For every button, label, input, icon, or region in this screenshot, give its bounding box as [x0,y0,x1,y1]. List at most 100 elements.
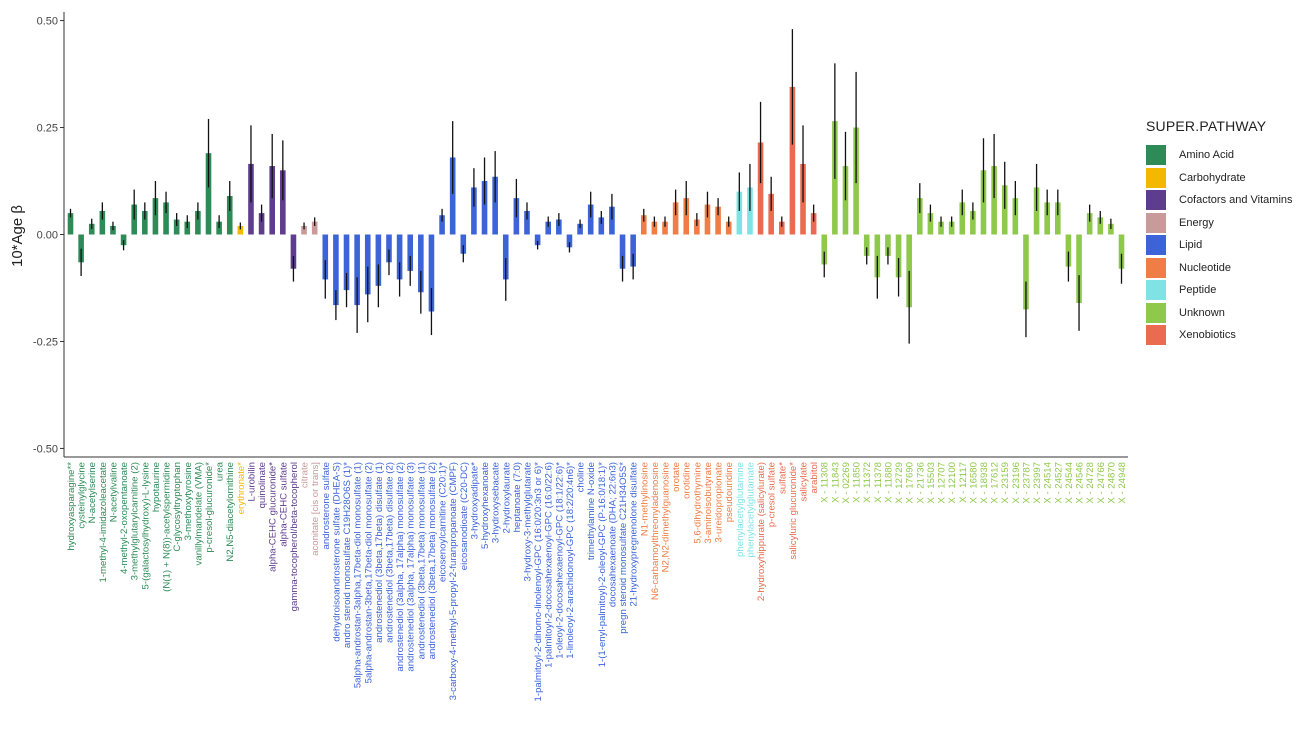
bar [927,213,934,235]
bar [301,225,307,235]
legend-label: Energy [1179,216,1214,229]
legend-label: Cofactors and Vitamins [1179,194,1293,207]
bar [885,234,891,256]
legend-swatch [1146,302,1166,323]
bar [152,198,159,235]
x-tick-label: X - 23787 [1021,462,1032,504]
x-tick-label: phenylacetylglutamate [745,462,756,557]
bar [407,234,414,271]
x-tick-label: X - 12707 [937,462,948,504]
x-tick-label: X - 12100 [947,462,958,504]
y-tick-label: 0.00 [37,230,58,242]
x-tick-label: 1-palmitoyl-2-docosahexaenoyl-GPC (16:0/… [544,462,555,668]
bar [991,166,997,235]
bar [577,223,583,235]
y-tick-label: -0.50 [33,443,58,455]
legend-swatch [1146,145,1166,166]
bar [524,210,530,235]
x-tick-label: p-cresol sulfate [767,462,778,527]
x-tick-label: docosahexaenoate (DHA; 22:6n3) [607,462,618,607]
x-tick-label: choline [576,462,587,492]
x-tick-label: X - 23997 [1032,462,1043,504]
bar [322,234,329,280]
x-tick-label: salicylate [799,462,810,501]
x-tick-label: X - 11378 [873,462,884,503]
legend-item: Unknown [1146,302,1293,325]
bar [311,221,318,235]
legend-item: Nucleotide [1146,257,1293,280]
x-tick-label: (N(1) + N(8))-acetylspermidine [162,462,173,592]
bar [916,198,923,235]
bar [1044,202,1050,235]
x-tick-label: 5alpha-androstan-3beta,17beta-diol monos… [363,462,374,683]
bar [333,234,339,306]
bar [948,221,955,235]
legend-items: Amino Acid Carbohydrate Cofactors and Vita… [1146,144,1293,347]
bar [545,221,552,235]
bar [1012,198,1019,235]
x-tick-label: andro steroid monosulfate C19H28O6S (1)* [342,462,353,648]
legend-label: Xenobiotics [1179,329,1236,342]
x-tick-label: androsterone sulfate [321,462,332,549]
x-tick-label: androstenediol (3beta,17beta) disulfate … [374,462,385,643]
x-tick-label: 1-(1-enyl-palmitoyl)-2-oleoyl-GPC (P-16:… [597,462,608,668]
x-tick-label: 5-(galactosylhydroxy)-L-lysine [140,462,151,589]
x-tick-label: 1-linoleoyl-2-arachidonoyl-GPC (18:2/20:… [565,462,576,659]
bar [131,204,137,235]
bar [821,234,828,265]
bar [640,215,647,235]
x-tick-label: 3-methylglutarylcarnitine (2) [130,462,141,580]
x-tick-label: X - 11850 [852,462,863,503]
x-tick-label: X - 17612 [990,462,1001,504]
bar [651,221,658,235]
bar [1065,234,1072,267]
x-tick-label: orotidine [682,462,693,499]
legend-label: Peptide [1179,284,1217,297]
x-tick-label: aconitate [cis or trans] [310,462,321,556]
legend-swatch [1146,280,1166,301]
bar [768,193,774,235]
bar [142,210,148,235]
x-tick-label: 3-carboxy-4-methyl-5-propyl-2-furanpropa… [448,462,459,700]
bar [789,86,796,235]
x-tick-label: sulfate* [777,462,788,494]
bar [704,204,711,235]
legend-swatch [1146,212,1166,233]
x-tick-label: alpha-CEHC sulfate [278,462,289,547]
x-tick-label: androstenediol (3beta,17beta) monosulfat… [427,462,438,659]
x-tick-label: L-urobilin [246,462,257,501]
bar [1097,217,1104,235]
bar [1118,234,1125,269]
x-tick-label: X - 11308 [820,462,831,503]
x-tick-label: X - 12729 [894,462,905,504]
x-tick-label: X - 17690 [905,462,916,504]
bar [725,221,732,235]
legend-swatch [1146,167,1166,188]
x-tick-label: 3-hydroxy-3-methylglutarate [522,462,533,581]
legend-title: SUPER.PATHWAY [1146,118,1267,134]
bar [895,234,902,278]
y-tick-label: 0.50 [37,16,58,28]
x-tick-label: 3-hydroxyadipate* [469,462,480,540]
x-tick-label: hypotaurine [151,462,162,512]
legend-item: Lipid [1146,234,1293,257]
x-tick-label: 2-hydroxylaurate [501,462,512,533]
legend-swatch [1146,190,1166,211]
x-tick-label: 5alpha-androstan-3alpha,17beta-diol mono… [353,462,364,688]
y-tick-label: 0.25 [37,123,58,135]
bar [598,217,605,235]
bar [449,157,456,235]
bar [1086,213,1093,235]
legend-label: Carbohydrate [1179,171,1246,184]
bar [492,176,498,235]
x-tick-label: pregn steroid monosulfate C21H34O5S* [618,462,629,634]
bar [715,206,721,235]
bar [810,213,817,235]
bar [343,234,350,291]
x-tick-label: 3-hydroxysebacate [491,462,502,543]
x-tick-label: X - 24546 [1075,462,1086,504]
axes: -0.50 -0.25 0.00 0.25 0.50 [33,12,1128,458]
x-tick-label: quinolinate [257,462,268,508]
x-tick-label: citrate [300,462,311,488]
bar [1076,234,1082,303]
